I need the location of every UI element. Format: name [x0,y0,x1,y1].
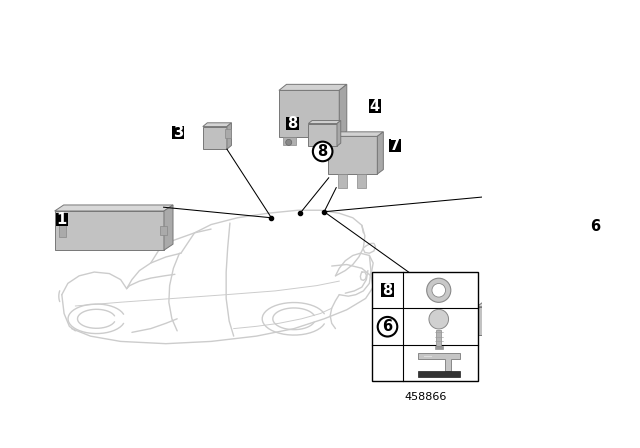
Circle shape [429,310,449,329]
Polygon shape [59,224,67,237]
Polygon shape [203,127,227,149]
Polygon shape [164,205,173,250]
Bar [559,194,565,202]
Bar [559,179,565,188]
Polygon shape [563,216,573,224]
Polygon shape [555,150,640,216]
Circle shape [313,142,332,161]
Polygon shape [339,84,347,137]
Polygon shape [555,142,640,150]
Polygon shape [518,302,524,336]
Bar [418,370,460,377]
Polygon shape [328,136,378,174]
Polygon shape [203,123,232,127]
Polygon shape [477,307,518,336]
Bar [369,99,381,113]
Polygon shape [160,226,166,235]
Polygon shape [227,123,232,149]
Text: 1: 1 [57,212,67,227]
Polygon shape [283,137,296,145]
Polygon shape [279,90,339,137]
Bar [56,212,68,226]
Bar [436,330,441,346]
Polygon shape [308,121,340,124]
Polygon shape [54,205,173,211]
Text: 8: 8 [287,116,298,131]
Bar [627,141,639,155]
Text: 7: 7 [390,138,400,153]
Text: 4: 4 [370,99,380,114]
Bar [389,138,401,152]
Text: 2: 2 [530,311,540,326]
Bar [225,129,232,138]
Bar [372,272,478,381]
Circle shape [378,317,397,336]
Text: 6: 6 [383,319,392,334]
Polygon shape [356,174,366,188]
Bar [559,164,565,172]
Polygon shape [308,124,337,146]
Text: 6: 6 [591,220,600,234]
Polygon shape [54,211,164,250]
Polygon shape [378,132,383,174]
Circle shape [285,139,292,146]
Circle shape [432,284,445,297]
Text: 3: 3 [173,125,183,140]
Polygon shape [477,302,524,307]
Bar [287,117,298,130]
Circle shape [586,217,605,237]
Polygon shape [418,353,460,370]
Polygon shape [328,132,383,136]
Bar [529,312,541,326]
Text: 5: 5 [628,140,638,155]
Polygon shape [279,84,347,90]
Text: 8: 8 [382,283,392,298]
Bar [381,284,394,297]
Text: 458866: 458866 [404,392,446,402]
Circle shape [427,278,451,302]
Text: 8: 8 [317,144,328,159]
Polygon shape [338,174,347,188]
Bar [435,346,442,349]
Polygon shape [337,121,340,146]
Bar [172,126,184,139]
